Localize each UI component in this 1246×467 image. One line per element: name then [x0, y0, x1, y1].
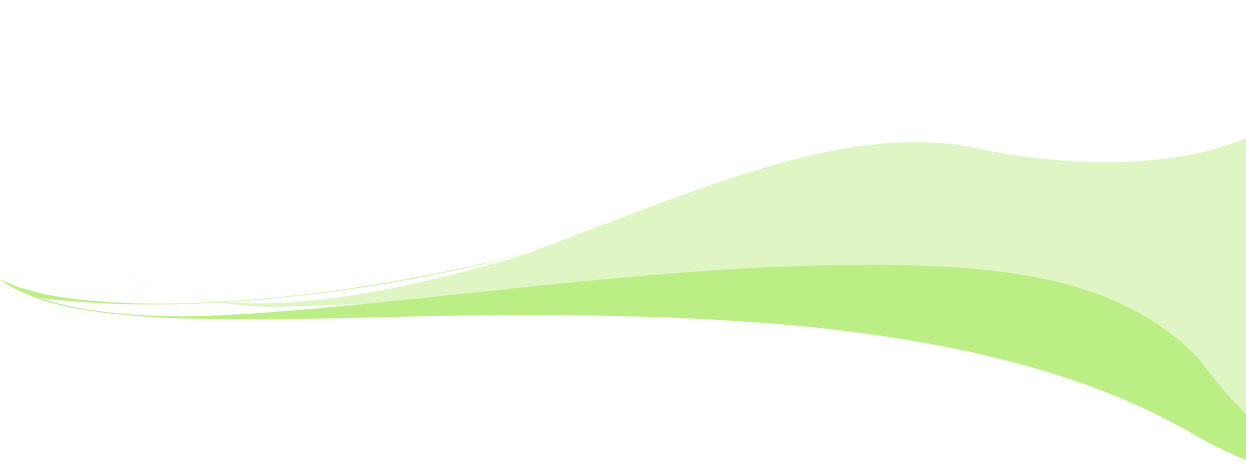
medium-green-wave [0, 264, 1246, 460]
green-wave-tail [0, 252, 530, 305]
